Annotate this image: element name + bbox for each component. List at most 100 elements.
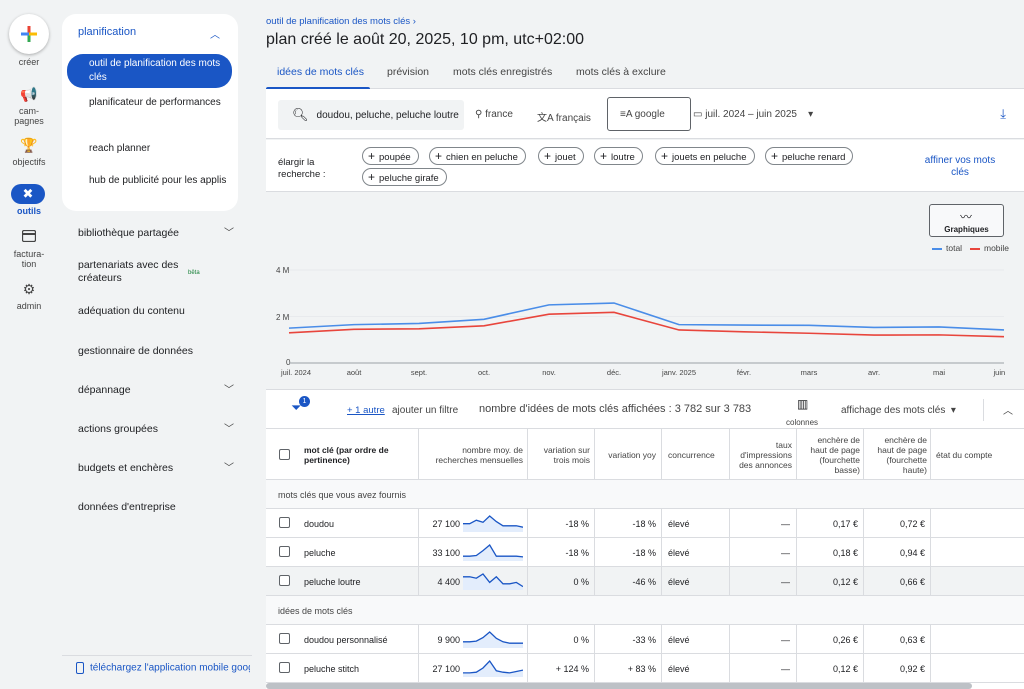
row-checkbox[interactable] xyxy=(279,662,290,673)
date-range-filter[interactable]: ▭ juil. 2024 – juin 2025 ▾ xyxy=(693,109,813,120)
megaphone-icon[interactable]: 📢 xyxy=(20,85,38,102)
row-checkbox[interactable] xyxy=(279,546,290,557)
rail-label-campaigns[interactable]: cam- pagnes xyxy=(14,106,44,126)
competition-cell: élevé xyxy=(668,577,690,587)
broaden-chip[interactable]: + peluche girafe xyxy=(362,168,447,186)
tools-icon[interactable]: ✖ xyxy=(11,184,45,204)
beta-badge: bêta xyxy=(188,270,200,276)
header-yoy-change[interactable]: variation yoy xyxy=(608,450,656,460)
download-icon[interactable]: ⤓ xyxy=(1000,106,1006,121)
header-impression-share[interactable]: taux d'impressions des annonces xyxy=(739,440,792,470)
column-divider xyxy=(418,625,419,654)
breadcrumb[interactable]: outil de planification des mots clés › xyxy=(266,16,416,27)
keyword-search-input[interactable]: 🔍︎ doudou, peluche, peluche loutre xyxy=(278,100,464,130)
filter-funnel-icon[interactable]: ⏷ xyxy=(291,400,302,415)
search-icon: 🔍︎ xyxy=(292,107,309,122)
trophy-icon[interactable]: 🏆 xyxy=(20,136,38,153)
bid-high-cell: 0,92 € xyxy=(899,664,925,674)
credit-card-icon[interactable] xyxy=(17,226,41,246)
mobile-app-link[interactable]: téléchargez l'application mobile goog xyxy=(76,662,250,674)
table-row[interactable]: peluche stitch 27 100 + 124 % + 83 % élevé — 0… xyxy=(266,654,1024,683)
broaden-chip[interactable]: + loutre xyxy=(594,147,643,165)
rail-label-admin[interactable]: admin xyxy=(16,301,42,311)
column-divider xyxy=(661,654,662,683)
nav-app-ads-hub[interactable]: hub de publicité pour les applis xyxy=(89,175,227,186)
row-checkbox[interactable] xyxy=(279,633,290,644)
table-row[interactable]: doudou personnalisé 9 900 0 % -33 % élevé — 0,… xyxy=(266,625,1024,654)
tab-bar: idées de mots clés prévision mots clés e… xyxy=(266,55,1024,90)
column-divider xyxy=(930,538,931,567)
broaden-chip[interactable]: + chien en peluche xyxy=(429,147,526,165)
nav-keyword-planner[interactable]: outil de planification des mots clés xyxy=(67,54,232,88)
chevron-up-icon[interactable]: ︿ xyxy=(210,30,220,41)
gear-icon[interactable]: ⚙ xyxy=(22,280,36,297)
charts-button[interactable]: 〰 Graphiques xyxy=(929,204,1004,237)
row-checkbox[interactable] xyxy=(279,575,290,586)
refine-keywords-link[interactable]: affiner vos mots clés xyxy=(924,155,996,178)
tab-saved-keywords[interactable]: mots clés enregistrés xyxy=(453,66,553,78)
impression-share-cell: — xyxy=(781,519,790,529)
row-checkbox[interactable] xyxy=(279,517,290,528)
select-all-checkbox[interactable] xyxy=(279,449,290,460)
broaden-chip[interactable]: + jouet xyxy=(538,147,584,165)
x-tick-label: sept. xyxy=(410,368,428,377)
column-divider xyxy=(796,429,797,481)
rail-label-tools[interactable]: outils xyxy=(17,206,41,216)
tab-keyword-ideas[interactable]: idées de mots clés xyxy=(277,66,364,78)
tab-forecast[interactable]: prévision xyxy=(387,66,430,78)
column-divider xyxy=(729,538,730,567)
language-filter[interactable]: 文A français xyxy=(537,109,591,124)
create-button[interactable] xyxy=(9,14,49,54)
translate-icon: 文A xyxy=(537,113,554,124)
nav-data-manager[interactable]: gestionnaire de données xyxy=(78,345,194,357)
nav-business-data[interactable]: données d'entreprise xyxy=(78,501,176,513)
broaden-chip[interactable]: + jouets en peluche xyxy=(655,147,755,165)
header-keyword[interactable]: mot clé (par ordre de pertinence) xyxy=(304,445,389,465)
network-filter[interactable]: ≡A google xyxy=(607,97,691,131)
broaden-chip[interactable]: + poupée xyxy=(362,147,419,165)
rail-label-billing[interactable]: factura- tion xyxy=(13,249,45,269)
language-value: français xyxy=(555,113,591,124)
planning-section-header[interactable]: planification xyxy=(78,26,137,38)
sparkline-area xyxy=(463,661,523,677)
horizontal-scrollbar[interactable] xyxy=(266,683,972,689)
header-three-month-change[interactable]: variation sur trois mois xyxy=(543,445,590,465)
competition-cell: élevé xyxy=(668,519,690,529)
group-header-row: idées de mots clés xyxy=(266,596,1024,625)
table-row[interactable]: doudou 27 100 -18 % -18 % élevé — 0,17 € 0,72 € xyxy=(266,509,1024,538)
add-filter-button[interactable]: ajouter un filtre xyxy=(392,405,459,416)
search-filter-panel: 🔍︎ doudou, peluche, peluche loutre ⚲ fran… xyxy=(266,89,1024,139)
table-row[interactable]: peluche loutre 4 400 0 % -46 % élevé — 0,12 € 0… xyxy=(266,567,1024,596)
columns-button[interactable]: colonnes xyxy=(786,418,819,427)
rail-label-goals[interactable]: objectifs xyxy=(12,157,46,167)
nav-creator-partnerships[interactable]: partenariats avec des créateurs bêta xyxy=(78,259,200,285)
more-filters-link[interactable]: + 1 autre xyxy=(347,405,385,416)
table-row[interactable]: peluche 33 100 -18 % -18 % élevé — 0,18 € 0,94 … xyxy=(266,538,1024,567)
columns-icon[interactable]: ▥ xyxy=(797,397,809,411)
sparkline-area xyxy=(463,574,523,590)
nav-reach-planner[interactable]: reach planner xyxy=(89,143,151,154)
chevron-down-icon: ﹀ xyxy=(224,385,234,396)
tab-negative-keywords[interactable]: mots clés à exclure xyxy=(576,66,666,78)
header-competition[interactable]: concurrence xyxy=(668,450,715,460)
nav-performance-planner[interactable]: planificateur de performances xyxy=(89,97,221,108)
nav-troubleshooting[interactable]: dépannage ﹀ xyxy=(78,384,234,397)
keyword-cell: peluche loutre xyxy=(304,577,361,587)
header-avg-searches[interactable]: nombre moy. de recherches mensuelles xyxy=(435,445,523,465)
chevron-up-icon[interactable]: ︿ xyxy=(1003,406,1013,417)
nav-budgets-bidding[interactable]: budgets et enchères ﹀ xyxy=(78,462,234,475)
chip-label: loutre xyxy=(611,152,635,163)
charts-button-label: Graphiques xyxy=(944,225,989,234)
nav-shared-library[interactable]: bibliothèque partagée ﹀ xyxy=(78,227,234,240)
header-bid-low[interactable]: enchère de haut de page (fourchette bass… xyxy=(810,435,860,475)
header-bid-high[interactable]: enchère de haut de page (fourchette haut… xyxy=(877,435,927,475)
nav-content-suitability[interactable]: adéquation du contenu xyxy=(78,305,185,317)
broaden-chip[interactable]: + peluche renard xyxy=(765,147,854,165)
header-account-status[interactable]: état du compte xyxy=(936,450,993,460)
three-month-change-cell: -18 % xyxy=(565,519,589,529)
column-divider xyxy=(863,625,864,654)
y-tick-label: 0 xyxy=(286,358,291,367)
nav-bulk-actions[interactable]: actions groupées ﹀ xyxy=(78,423,234,436)
keyword-view-dropdown[interactable]: affichage des mots clés ▾ xyxy=(841,405,956,416)
location-filter[interactable]: ⚲ france xyxy=(475,109,513,120)
